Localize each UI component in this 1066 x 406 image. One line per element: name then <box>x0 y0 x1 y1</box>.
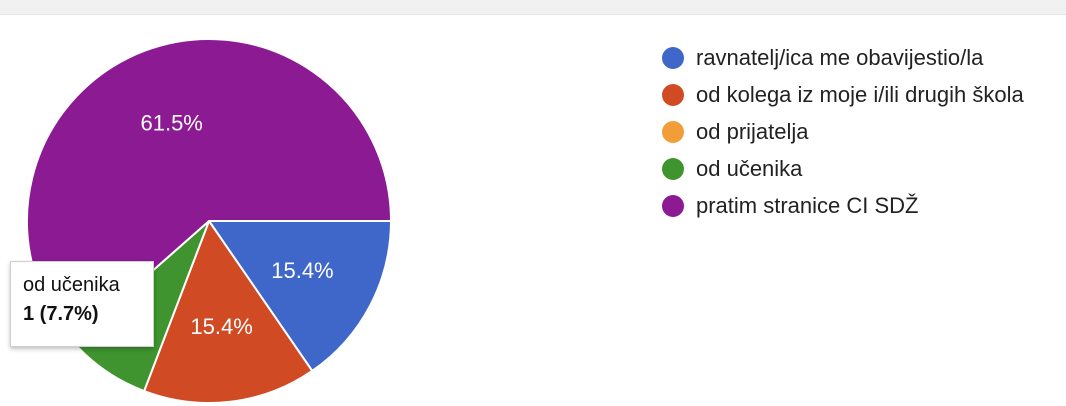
tooltip-label: od učenika <box>23 274 120 296</box>
pie-chart[interactable]: 15.4% 15.4% 61.5% <box>0 15 660 406</box>
slice-tooltip: od učenika 1 (7.7%) <box>10 261 154 347</box>
legend-item[interactable]: od kolega iz moje i/ili drugih škola <box>662 76 1024 113</box>
legend-swatch <box>662 83 684 106</box>
pie-slice[interactable] <box>207 220 393 373</box>
slice-label: 15.4% <box>190 314 252 339</box>
slice-label: 61.5% <box>140 110 202 135</box>
legend-swatch <box>662 120 684 143</box>
pie-slice[interactable] <box>142 218 314 404</box>
legend-swatch <box>662 194 684 217</box>
legend-label: od kolega iz moje i/ili drugih škola <box>696 81 1024 107</box>
legend-item[interactable]: ravnatelj/ica me obavijestio/la <box>662 39 1024 76</box>
chart-card: 15.4% 15.4% 61.5% ravnatelj/ica me obavije… <box>0 14 1066 406</box>
legend-label: ravnatelj/ica me obavijestio/la <box>696 44 984 70</box>
legend-label: pratim stranice CI SDŽ <box>696 192 919 218</box>
legend-label: od učenika <box>696 155 803 181</box>
legend-swatch <box>662 157 684 180</box>
chart-legend: ravnatelj/ica me obavijestio/la od koleg… <box>662 39 1024 224</box>
slice-label: 15.4% <box>271 258 333 283</box>
legend-item[interactable]: pratim stranice CI SDŽ <box>662 187 1024 224</box>
legend-item[interactable]: od prijatelja <box>662 113 1024 150</box>
legend-label: od prijatelja <box>696 118 809 144</box>
tooltip-value: 1 (7.7%) <box>23 303 99 325</box>
legend-swatch <box>662 46 684 69</box>
legend-item[interactable]: od učenika <box>662 150 1024 187</box>
